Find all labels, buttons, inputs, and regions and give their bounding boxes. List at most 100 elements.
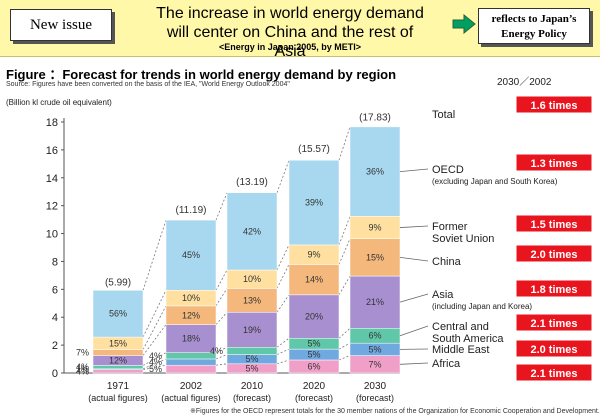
bar-segment bbox=[92, 369, 144, 374]
segment-label: 4% bbox=[76, 366, 89, 376]
connector-line bbox=[276, 244, 290, 271]
bar-segment bbox=[92, 290, 144, 338]
growth-badge bbox=[515, 214, 593, 233]
bar-segment bbox=[288, 294, 340, 339]
growth-badge bbox=[515, 95, 593, 114]
total-label: (17.83) bbox=[359, 112, 391, 123]
total-label: (15.57) bbox=[298, 144, 330, 155]
leader-line bbox=[399, 293, 429, 303]
y-tick-label: 0 bbox=[52, 368, 58, 380]
segment-label: 36% bbox=[366, 167, 384, 177]
segment-label: 5% bbox=[245, 363, 258, 373]
bar-segment bbox=[165, 324, 217, 353]
headline: The increase in world energy demand will… bbox=[150, 4, 430, 61]
segment-label: 42% bbox=[243, 226, 261, 236]
segment-label: 4% bbox=[76, 362, 89, 372]
connector-line bbox=[215, 312, 228, 325]
connector-line bbox=[276, 359, 290, 365]
connector-line bbox=[338, 327, 351, 339]
connector-line bbox=[338, 342, 351, 350]
segment-label: 9% bbox=[368, 223, 381, 233]
category-note: (actual figures) bbox=[88, 393, 148, 403]
bar-segment bbox=[226, 192, 278, 271]
bar-segment bbox=[165, 364, 217, 374]
total-label: (5.99) bbox=[105, 277, 131, 288]
category-label: 2030 bbox=[364, 381, 387, 392]
connector-line bbox=[276, 348, 290, 355]
leader-line bbox=[399, 325, 429, 337]
connector-line bbox=[338, 275, 351, 296]
growth-badge bbox=[515, 153, 593, 172]
bar-segment bbox=[349, 238, 401, 277]
segment-label: 12% bbox=[109, 355, 127, 365]
growth-badge bbox=[515, 313, 593, 332]
segment-label: 5% bbox=[149, 364, 162, 374]
bar-segment bbox=[288, 264, 340, 296]
region-label: OECD bbox=[432, 164, 464, 176]
connector-line bbox=[338, 355, 351, 361]
bar-segment bbox=[349, 126, 401, 217]
region-label: Total bbox=[432, 109, 455, 121]
leader-line bbox=[399, 168, 429, 173]
growth-label: 1.8 times bbox=[530, 284, 577, 296]
segment-label: 7% bbox=[76, 348, 89, 358]
connector-line bbox=[142, 324, 167, 356]
connector-line bbox=[142, 305, 167, 350]
segment-label: 5% bbox=[307, 339, 320, 349]
connector-line bbox=[215, 288, 228, 307]
segment-label: 7% bbox=[368, 359, 381, 369]
headline-line-1: The increase in world energy demand bbox=[156, 5, 424, 22]
segment-label: 5% bbox=[307, 350, 320, 360]
category-label: 1971 bbox=[107, 381, 130, 392]
connector-line bbox=[276, 294, 290, 313]
segment-label: 39% bbox=[305, 198, 323, 208]
growth-label: 1.3 times bbox=[530, 158, 577, 170]
segment-label: 12% bbox=[182, 310, 200, 320]
category-note: (actual figures) bbox=[161, 393, 221, 403]
growth-label: 1.6 times bbox=[530, 100, 577, 112]
connector-line bbox=[338, 238, 351, 265]
reflects-button[interactable]: reflects to Japan’s Energy Policy bbox=[478, 8, 590, 44]
category-label: 2020 bbox=[303, 381, 326, 392]
connector-line bbox=[215, 354, 228, 360]
connector-line bbox=[215, 192, 228, 221]
category-note: (forecast) bbox=[295, 393, 333, 403]
growth-label: 1.5 times bbox=[530, 219, 577, 231]
growth-label: 2.0 times bbox=[530, 249, 577, 261]
total-label: (13.19) bbox=[236, 177, 268, 188]
growth-label: 2.0 times bbox=[530, 344, 577, 356]
segment-label: 9% bbox=[307, 250, 320, 260]
bar-segment bbox=[165, 358, 217, 366]
connector-line bbox=[276, 337, 290, 348]
region-label: Former bbox=[432, 221, 468, 233]
segment-label: 6% bbox=[307, 361, 320, 371]
segment-label: 15% bbox=[109, 338, 127, 348]
leader-line bbox=[399, 362, 429, 365]
bar-segment bbox=[288, 159, 340, 246]
growth-label: 2.1 times bbox=[530, 318, 577, 330]
segment-label: 4% bbox=[210, 346, 223, 356]
region-label: Middle East bbox=[432, 344, 489, 356]
bar-segment bbox=[165, 352, 217, 360]
new-issue-badge[interactable]: New issue bbox=[10, 9, 112, 41]
y-tick-label: 10 bbox=[46, 229, 58, 241]
region-label: Central and bbox=[432, 321, 489, 333]
connector-line bbox=[276, 264, 290, 289]
segment-label: 20% bbox=[305, 312, 323, 322]
segment-label: 5% bbox=[245, 354, 258, 364]
y-tick-label: 14 bbox=[46, 173, 58, 185]
segment-label: 21% bbox=[366, 297, 384, 307]
region-label: China bbox=[432, 256, 462, 268]
reflects-line-2: Energy Policy bbox=[501, 28, 567, 40]
category-label: 2002 bbox=[180, 381, 203, 392]
region-label: Africa bbox=[432, 358, 461, 370]
growth-badge bbox=[515, 339, 593, 358]
footnote: ※Figures for the OECD represent totals f… bbox=[190, 408, 600, 415]
headline-source: <Energy in Japan 2005, by METI> bbox=[218, 42, 362, 52]
segment-label: 4% bbox=[149, 357, 162, 367]
y-tick-label: 6 bbox=[52, 284, 58, 296]
connector-line bbox=[215, 363, 228, 366]
segment-label: 4% bbox=[149, 351, 162, 361]
connector-line bbox=[338, 126, 351, 161]
growth-label: 2.1 times bbox=[530, 368, 577, 380]
